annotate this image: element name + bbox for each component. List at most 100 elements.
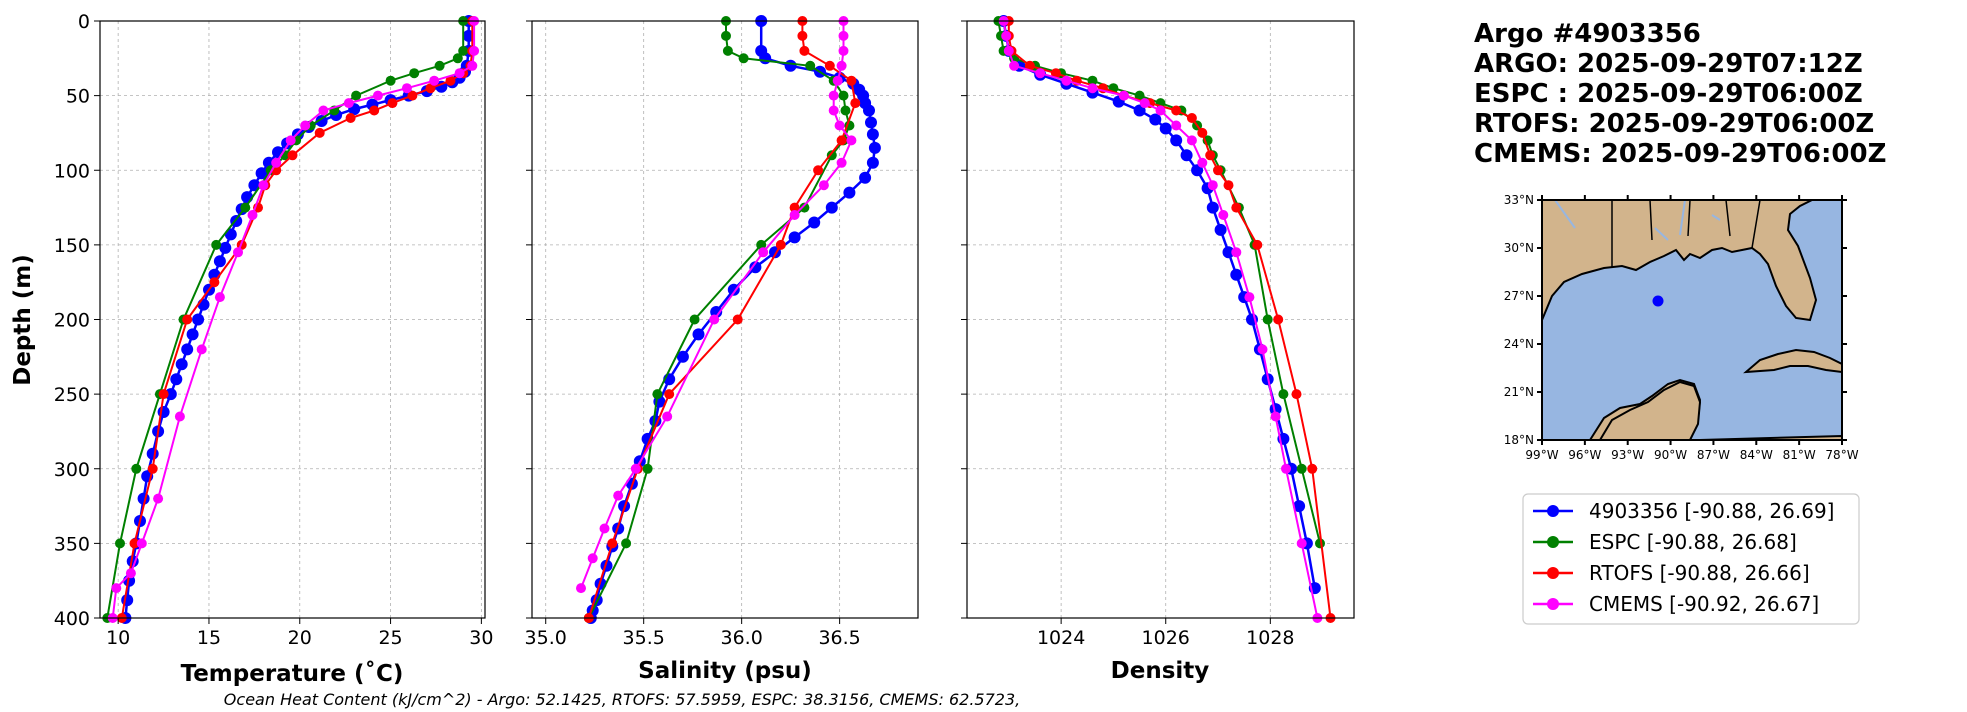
density-point-rtofs [1223,180,1234,191]
argo-float-marker [1652,295,1664,307]
temperature-point-cmems [271,157,282,168]
depth-tick-label: 350 [54,533,90,555]
lake-and-river-lines [1554,200,1721,241]
density-point-cmems [1009,60,1020,71]
salinity-point-rtofs [850,98,861,109]
salinity-point-cmems [818,180,829,191]
temperature-point-espc [452,53,463,64]
legend-item-label: CMEMS [-90.92, 26.67] [1589,592,1819,616]
density-point-cmems [1171,120,1182,131]
salinity-point-espc [826,150,837,161]
temperature-point-4903356 [186,328,199,341]
info-block: Argo #4903356 ARGO: 2025-09-29T07:12Z ES… [1474,19,1886,169]
temperature-x-tick-label: 25 [378,627,402,649]
depth-tick-label: 300 [54,459,90,481]
density-point-4903356 [1180,149,1193,162]
temperature-point-4903356 [213,255,226,268]
density-point-rtofs [1186,113,1197,123]
legend: 4903356 [-90.88, 26.69] ESPC [-90.88, 26.… [1522,493,1860,625]
temperature-point-rtofs [445,75,456,86]
legend-swatch-marker [1547,598,1559,610]
map-lon-label: 84°W [1740,448,1773,462]
temperature-point-espc [131,463,142,474]
temperature-point-cmems [300,120,311,131]
temperature-point-cmems [174,411,185,422]
temperature-point-rtofs [387,98,398,109]
salinity-point-cmems [789,210,800,220]
density-point-4903356 [1159,122,1172,135]
density-point-rtofs [1231,202,1242,213]
density-x-tick-label: 1024 [1037,627,1085,649]
info-line-espc-time: ESPC : 2025-09-29T06:00Z [1474,79,1863,109]
salinity-point-rtofs [664,389,675,400]
density-point-rtofs [1024,60,1035,71]
salinity-point-4903356 [868,141,881,154]
temperature-point-cmems [401,83,412,94]
salinity-point-cmems [587,553,598,564]
temperature-point-4903356 [219,241,232,254]
temperature-point-4903356 [146,447,159,460]
salinity-axis-label: Salinity (psu) [638,658,812,684]
map-lon-label: 93°W [1611,448,1644,462]
temperature-point-rtofs [129,538,140,549]
info-line-rtofs-time: RTOFS: 2025-09-29T06:00Z [1474,109,1874,139]
density-point-rtofs [1273,314,1284,325]
density-point-4903356 [1222,246,1235,259]
salinity-point-rtofs [799,45,810,56]
density-point-rtofs [1050,68,1061,79]
depth-tick-label: 200 [54,310,90,332]
map-lat-label: 30°N [1504,241,1534,255]
temperature-point-rtofs [209,277,220,288]
salinity-point-4903356 [808,216,821,229]
salinity-point-espc [642,463,653,474]
temperature-point-cmems [318,105,329,116]
temperature-point-rtofs [345,113,356,123]
salinity-point-cmems [758,247,769,258]
temperature-point-cmems [429,75,440,86]
temperature-point-4903356 [170,373,183,386]
temperature-point-cmems [285,135,296,146]
temperature-point-espc [115,538,125,549]
state-borders [1611,200,1761,268]
density-point-4903356 [1214,223,1227,236]
salinity-point-cmems [613,490,624,501]
temperature-point-cmems [247,210,258,220]
temperature-point-cmems [233,247,243,258]
salinity-point-cmems [662,411,673,422]
density-axis-label: Density [1111,658,1210,684]
yucatan-landmass [1598,380,1702,440]
temperature-point-4903356 [255,167,268,180]
salinity-point-rtofs [775,239,786,250]
salinity-point-cmems [828,105,839,116]
salinity-point-rtofs [824,60,835,71]
salinity-point-cmems [832,75,843,86]
temperature-point-espc [385,75,396,86]
info-line-cmems-time: CMEMS: 2025-09-29T06:00Z [1474,139,1886,169]
salinity-point-cmems [828,90,839,101]
salinity-panel: 35.0 35.5 36.0 36.5 Salinity (psu) [525,15,919,684]
temperature-point-rtofs [147,463,158,474]
salinity-point-4903356 [676,350,689,363]
salinity-point-4903356 [825,201,838,214]
density-point-rtofs [1205,150,1216,161]
temperature-point-cmems [258,180,269,191]
salinity-point-cmems [630,463,641,474]
salinity-point-cmems [709,314,720,325]
depth-tick-label: 250 [54,384,90,406]
legend-swatch-marker [1547,505,1559,517]
density-point-cmems [1118,90,1129,101]
salinity-point-espc [840,105,851,116]
temperature-point-espc [409,68,420,79]
salinity-point-cmems [838,30,849,41]
salinity-x-tick-label: 35.5 [623,627,665,649]
temperature-point-rtofs [158,389,169,400]
salinity-point-4903356 [784,59,797,72]
temperature-point-4903356 [121,594,134,607]
density-point-rtofs [1252,239,1263,250]
salinity-point-cmems [846,135,857,146]
salinity-point-espc [621,538,632,549]
density-point-espc [1296,463,1307,474]
temperature-point-4903356 [175,358,188,371]
ocean-heat-content-footer: Ocean Heat Content (kJ/cm^2) - Argo: 52.… [224,690,1020,709]
